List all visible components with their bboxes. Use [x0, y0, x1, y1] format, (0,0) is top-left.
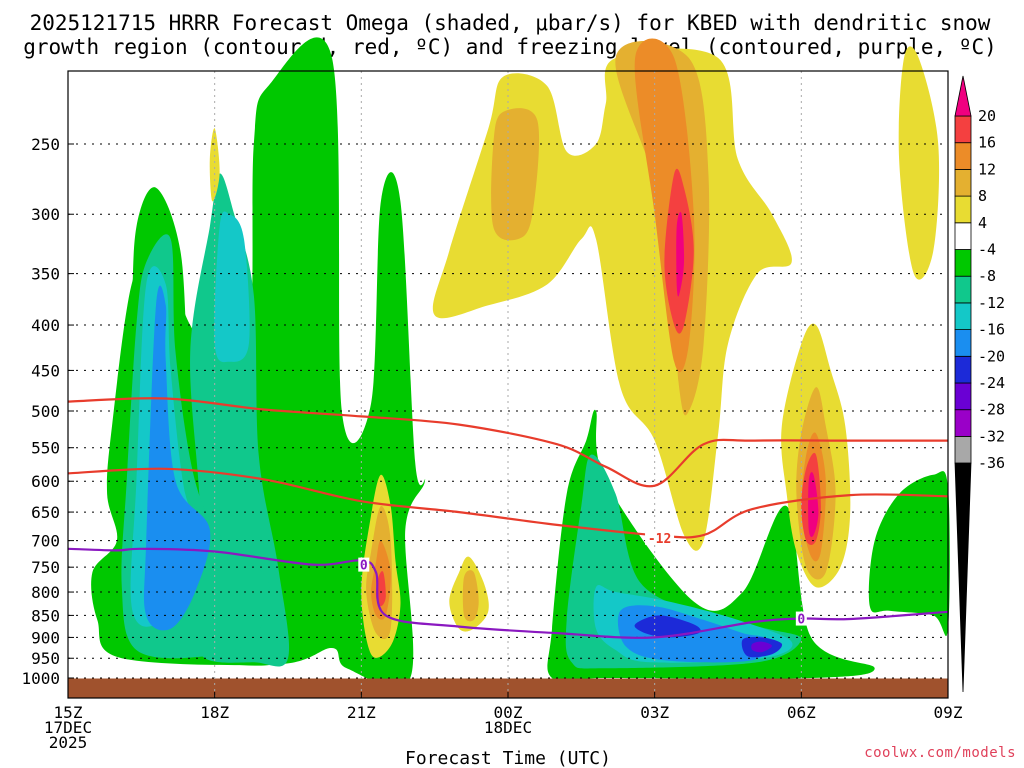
- contour-label-background: [795, 611, 807, 626]
- y-tick-label: 750: [31, 558, 60, 577]
- contour-label: 0: [797, 613, 805, 628]
- colorbar-tick-label: -16: [978, 321, 1005, 339]
- omega-area: [634, 615, 701, 638]
- colorbar-tick-label: -12: [978, 294, 1005, 312]
- colorbar-segment: [954, 142, 972, 170]
- colorbar-segment: [954, 435, 972, 464]
- contour-lines: -12 0 0: [67, 397, 949, 639]
- colorbar-segment: [954, 195, 972, 224]
- grid-lines: [67, 71, 948, 698]
- ground-layer: [68, 678, 948, 698]
- colorbar-tick-label: -32: [978, 427, 1005, 445]
- y-tick-label: 800: [31, 583, 60, 602]
- omega-area: [143, 285, 211, 631]
- chart-title-line-2: growth region (contoured, red, ºC) and f…: [23, 35, 997, 59]
- y-tick-label: 900: [31, 628, 60, 647]
- colorbar-tick-label: -4: [978, 241, 996, 259]
- colorbar-tick-label: 8: [978, 187, 987, 205]
- contour-line: [67, 397, 948, 488]
- omega-area: [676, 212, 685, 297]
- credit-text: coolwx.com/models: [864, 745, 1016, 761]
- y-tick-label: 950: [31, 649, 60, 668]
- x-axis-label: Forecast Time (UTC): [405, 748, 611, 768]
- omega-area: [751, 641, 772, 653]
- omega-area: [868, 471, 950, 637]
- colorbar-tick-label: -24: [978, 374, 1005, 392]
- colorbar-segment: [954, 249, 972, 277]
- colorbar-tick-label: -36: [978, 454, 1005, 472]
- y-tick-label: 700: [31, 532, 60, 551]
- contour-label-background: [645, 530, 675, 545]
- colorbar-tick-label: 20: [978, 107, 996, 125]
- y-tick-label: 600: [31, 472, 60, 491]
- y-tick-label: 450: [31, 361, 60, 380]
- colorbar-tick-label: 12: [978, 160, 996, 178]
- contour-line: [67, 467, 949, 539]
- x-tick-label: 2025: [49, 733, 88, 752]
- colorbar-tick-label: 16: [978, 134, 996, 152]
- y-tick-label: 850: [31, 606, 60, 625]
- colorbar-tick-label: 4: [978, 214, 987, 232]
- x-tick-label: 15Z: [54, 703, 83, 722]
- omega-area: [491, 108, 540, 241]
- omega-area: [209, 128, 220, 202]
- y-tick-label: 500: [31, 402, 60, 421]
- colorbar-top-arrow: [954, 75, 972, 117]
- x-tick-label: 00Z: [494, 703, 523, 722]
- contour-label: 0: [360, 559, 368, 574]
- colorbar-segment: [954, 409, 972, 437]
- plot-area: -12 0 0: [67, 37, 950, 699]
- x-tick-label: 03Z: [640, 703, 669, 722]
- x-tick-label: 18DEC: [484, 718, 532, 737]
- x-tick-label: 18Z: [200, 703, 229, 722]
- omega-area: [808, 472, 819, 537]
- x-tick-label: 21Z: [347, 703, 376, 722]
- omega-area: [462, 570, 479, 622]
- omega-shading: [91, 37, 950, 688]
- colorbar-segment: [954, 382, 972, 411]
- colorbar-segment: [954, 302, 972, 330]
- contour-label-background: [358, 557, 370, 572]
- x-tick-label: 06Z: [787, 703, 816, 722]
- colorbar-segment: [954, 115, 972, 144]
- y-tick-label: 550: [31, 439, 60, 458]
- colorbar-tick-label: -20: [978, 347, 1005, 365]
- colorbar: -36 -32 -28 -24 -20 -16 -12 -8 -4 4 8 12 16 20: [954, 75, 1005, 693]
- x-tick-label: 17DEC: [44, 718, 92, 737]
- ground-terrain: [68, 678, 948, 698]
- y-tick-label: 1000: [21, 669, 60, 688]
- omega-area: [214, 211, 250, 363]
- colorbar-segment: [954, 168, 972, 197]
- colorbar-tick-label: -28: [978, 401, 1005, 419]
- colorbar-segment: [954, 329, 972, 357]
- y-tick-label: 400: [31, 316, 60, 335]
- y-tick-label: 650: [31, 503, 60, 522]
- colorbar-segment: [954, 222, 972, 250]
- y-tick-label: 300: [31, 205, 60, 224]
- colorbar-segment: [954, 355, 972, 384]
- colorbar-tick-label: -8: [978, 267, 996, 285]
- colorbar-segment: [954, 275, 972, 304]
- x-tick-label: 09Z: [934, 703, 963, 722]
- colorbar-bottom-arrow: [954, 462, 972, 693]
- y-tick-label: 350: [31, 265, 60, 284]
- chart-title-line-1: 2025121715 HRRR Forecast Omega (shaded, …: [30, 11, 991, 35]
- omega-area: [898, 46, 940, 280]
- contour-line: [67, 547, 949, 639]
- contour-label: -12: [648, 532, 671, 547]
- y-tick-label: 250: [31, 135, 60, 154]
- y-axis: 250 300 350 400 450 500 550 600 650 700 750 800 850 9…: [21, 135, 74, 688]
